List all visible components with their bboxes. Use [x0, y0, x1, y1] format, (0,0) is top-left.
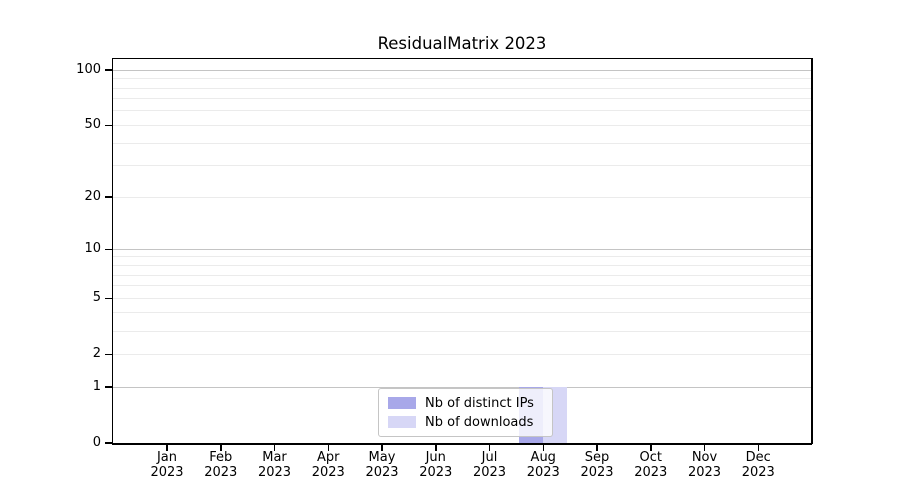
major-gridline: [113, 69, 811, 71]
x-axis-label: Jan 2023: [150, 450, 184, 480]
minor-gridline: [113, 256, 811, 258]
x-axis-label: Jul 2023: [472, 450, 507, 480]
minor-gridline: [113, 142, 811, 144]
plot-spine-left: [111, 57, 114, 445]
major-gridline: [113, 248, 811, 250]
x-axis-tick: [327, 444, 329, 451]
minor-gridline: [113, 353, 811, 355]
minor-gridline: [113, 87, 811, 89]
x-axis-tick: [220, 444, 222, 451]
chart-title: ResidualMatrix 2023: [377, 34, 547, 53]
y-axis-label: 100: [76, 62, 101, 78]
legend-label-distinct-ips: Nb of distinct IPs: [425, 395, 534, 411]
x-axis-label: Aug 2023: [526, 450, 560, 480]
legend-label-downloads: Nb of downloads: [425, 414, 534, 430]
y-axis-tick: [105, 248, 112, 251]
major-gridline: [113, 386, 811, 388]
x-axis-label: Oct 2023: [634, 450, 668, 480]
x-axis-tick: [596, 444, 598, 451]
x-axis-tick: [542, 444, 544, 451]
y-axis-label: 5: [92, 290, 101, 306]
x-axis-label: Mar 2023: [257, 450, 292, 480]
minor-gridline: [113, 110, 811, 112]
x-axis-tick: [273, 444, 276, 451]
y-axis-label: 0: [92, 435, 101, 450]
y-axis-tick: [105, 196, 112, 198]
x-axis-label: May 2023: [365, 450, 399, 480]
minor-gridline: [113, 196, 811, 198]
legend-item-downloads: Nb of downloads: [388, 415, 552, 430]
x-axis-label: Nov 2023: [687, 450, 722, 480]
legend: Nb of distinct IPs Nb of downloads: [378, 388, 553, 437]
minor-gridline: [113, 297, 811, 299]
legend-swatch-downloads-icon: [388, 416, 416, 428]
minor-gridline: [113, 274, 811, 276]
x-axis-tick: [650, 444, 652, 451]
x-axis-tick: [703, 444, 706, 451]
y-axis-tick: [105, 69, 112, 71]
x-axis-tick: [381, 444, 383, 451]
x-axis-line: [111, 443, 813, 445]
x-axis-tick: [435, 444, 437, 451]
x-axis-label: Apr 2023: [311, 450, 345, 480]
x-axis-label: Jun 2023: [419, 450, 453, 480]
x-axis-label: Sep 2023: [580, 450, 614, 480]
minor-gridline: [113, 330, 811, 332]
minor-gridline: [113, 124, 811, 126]
x-axis-tick: [166, 444, 168, 451]
x-axis-tick: [757, 444, 759, 451]
legend-swatch-distinct-ips-icon: [388, 397, 416, 409]
y-axis-tick: [105, 386, 112, 388]
minor-gridline: [113, 98, 811, 100]
minor-gridline: [113, 312, 811, 314]
y-axis-tick: [105, 353, 112, 355]
y-axis-tick: [105, 124, 112, 127]
plot-area: [113, 59, 811, 443]
minor-gridline: [113, 78, 811, 80]
x-axis-tick: [488, 444, 491, 451]
y-axis-label: 20: [84, 189, 101, 205]
y-axis-tick: [105, 297, 112, 299]
y-axis-label: 1: [92, 379, 101, 394]
legend-item-distinct-ips: Nb of distinct IPs: [388, 396, 552, 411]
x-axis-label: Feb 2023: [204, 450, 238, 480]
y-axis-label: 50: [84, 117, 101, 133]
minor-gridline: [113, 265, 811, 266]
plot-spine-top: [111, 57, 813, 60]
y-axis-label: 10: [84, 241, 101, 257]
minor-gridline: [113, 285, 811, 287]
y-axis-tick: [105, 442, 112, 444]
y-axis-label: 2: [92, 346, 101, 362]
minor-gridline: [113, 165, 811, 167]
x-axis-label: Dec 2023: [741, 450, 775, 480]
plot-spine-right: [811, 57, 813, 445]
